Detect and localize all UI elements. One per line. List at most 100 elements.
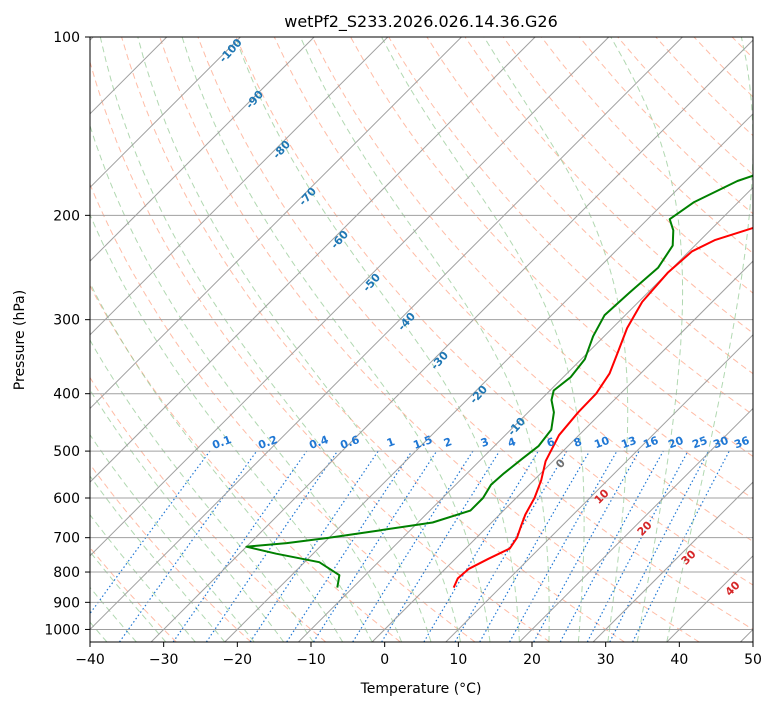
x-tick-label: −20 — [223, 652, 253, 668]
isotherm-gridline — [90, 37, 462, 410]
mixing-ratio-line — [509, 450, 618, 642]
data-layer — [245, 174, 753, 589]
mixing-ratio-line — [90, 450, 211, 615]
isotherm-gridline — [592, 481, 753, 642]
moist-adiabat — [610, 37, 684, 642]
mixing-ratio-label: 6 — [545, 435, 557, 450]
dry-adiabat — [90, 60, 551, 642]
mixing-ratio-line — [249, 450, 379, 642]
moist-adiabat — [90, 213, 373, 642]
x-tick-label: 30 — [597, 652, 615, 668]
x-tick-label: −10 — [296, 652, 326, 668]
moist-adiabat — [666, 37, 753, 642]
y-tick-label: 800 — [53, 565, 80, 581]
moist-adiabat — [90, 475, 226, 642]
y-tick-label: 300 — [53, 313, 80, 329]
mixing-ratio-label: 1.5 — [411, 433, 434, 452]
isotherm-gridline — [445, 334, 753, 642]
moist-adiabat — [90, 281, 344, 642]
plot-frame — [89, 36, 754, 643]
y-tick-label: 900 — [53, 595, 80, 611]
mixing-ratio-label: 13 — [619, 434, 638, 451]
y-tick-label: 700 — [53, 531, 80, 547]
dry-adiabat — [197, 37, 753, 630]
y-tick-label: 200 — [53, 208, 80, 224]
mixing-ratio-line — [533, 450, 640, 642]
moist-adiabat — [90, 124, 403, 642]
moist-adiabat — [90, 514, 196, 642]
isotherm-gridline — [519, 407, 753, 642]
x-tick-label: 40 — [670, 652, 688, 668]
mixing-ratio-label: 3 — [479, 435, 491, 450]
isotherm-gridline — [298, 186, 753, 642]
mixing-ratio-label: 0.1 — [210, 433, 233, 452]
mixing-ratio-line — [559, 450, 664, 642]
mixing-ratio-label: 1 — [385, 435, 397, 450]
mixing-ratio-label: 16 — [641, 434, 660, 452]
y-tick-label: 600 — [53, 491, 80, 507]
dry-adiabat — [273, 37, 753, 543]
moist-adiabat — [90, 551, 167, 642]
y-axis-title: Pressure (hPa) — [12, 290, 28, 390]
axis-layer: −40 −30 −20 −10 0 10 20 30 40 5010020030040050060… — [44, 30, 762, 668]
isotherm-gridline — [371, 260, 753, 642]
moist-adiabat — [234, 37, 520, 642]
x-tick-label: −30 — [149, 652, 179, 668]
x-tick-label: 0 — [380, 652, 389, 668]
mixing-ratio-label: 0.4 — [307, 433, 330, 452]
x-axis-title: Temperature (°C) — [360, 681, 482, 697]
mixing-ratio-label: 4 — [506, 435, 518, 450]
isotherm-gridline — [224, 113, 753, 642]
chart-title: wetPf2_S233.2026.026.14.36.G26 — [284, 12, 558, 32]
mixing-ratio-label: 8 — [572, 435, 584, 450]
y-tick-label: 1000 — [44, 622, 80, 638]
moist-adiabat — [381, 37, 585, 642]
moist-adiabat — [90, 433, 255, 642]
moist-adiabat — [90, 389, 285, 642]
mixing-ratio-line — [286, 450, 413, 642]
dry-adiabat — [159, 37, 700, 642]
mixing-ratio-line — [312, 450, 438, 642]
y-tick-label: 400 — [53, 387, 80, 403]
mixing-ratio-line — [172, 450, 308, 642]
grid-layer — [90, 37, 753, 642]
mixing-ratio-label: 2 — [442, 435, 454, 450]
mixing-ratio-line — [381, 450, 501, 642]
dry-adiabat — [502, 37, 753, 294]
moist-adiabat — [90, 339, 314, 642]
mixing-ratio-line — [119, 450, 258, 642]
isotherm-gridline — [90, 37, 683, 631]
dewpoint-profile-line — [245, 174, 753, 588]
isotherm-gridline — [90, 37, 389, 336]
isotherm-gridline — [150, 39, 753, 642]
dry-adiabat — [311, 37, 753, 500]
isotherm-gridline — [90, 37, 241, 189]
x-tick-label: −40 — [75, 652, 105, 668]
mixing-ratio-label: 30 — [711, 434, 730, 452]
y-tick-label: 100 — [53, 30, 80, 46]
dry-adiabat — [235, 37, 753, 586]
moist-adiabat — [483, 37, 629, 642]
isotherm-gridline — [90, 37, 536, 483]
dry-adiabat — [90, 376, 327, 642]
mixing-ratio-label: 25 — [690, 434, 709, 451]
mixing-ratio-label: 20 — [666, 434, 685, 452]
mixing-ratio-line — [352, 450, 474, 642]
temperature-profile-line — [452, 226, 753, 589]
isotherm-gridline — [90, 37, 610, 557]
dry-adiabat — [90, 463, 252, 642]
x-tick-label: 20 — [523, 652, 541, 668]
moist-adiabat — [99, 37, 432, 642]
moist-adiabat — [137, 37, 461, 642]
x-tick-label: 50 — [744, 652, 762, 668]
mixing-ratio-line — [205, 450, 338, 642]
mixing-ratio-line — [632, 450, 730, 642]
moist-adiabat — [181, 37, 491, 642]
mixing-ratio-label: 0.2 — [256, 433, 279, 452]
y-tick-label: 500 — [53, 444, 80, 460]
x-tick-label: 10 — [449, 652, 467, 668]
mixing-ratio-label: 10 — [592, 434, 611, 452]
